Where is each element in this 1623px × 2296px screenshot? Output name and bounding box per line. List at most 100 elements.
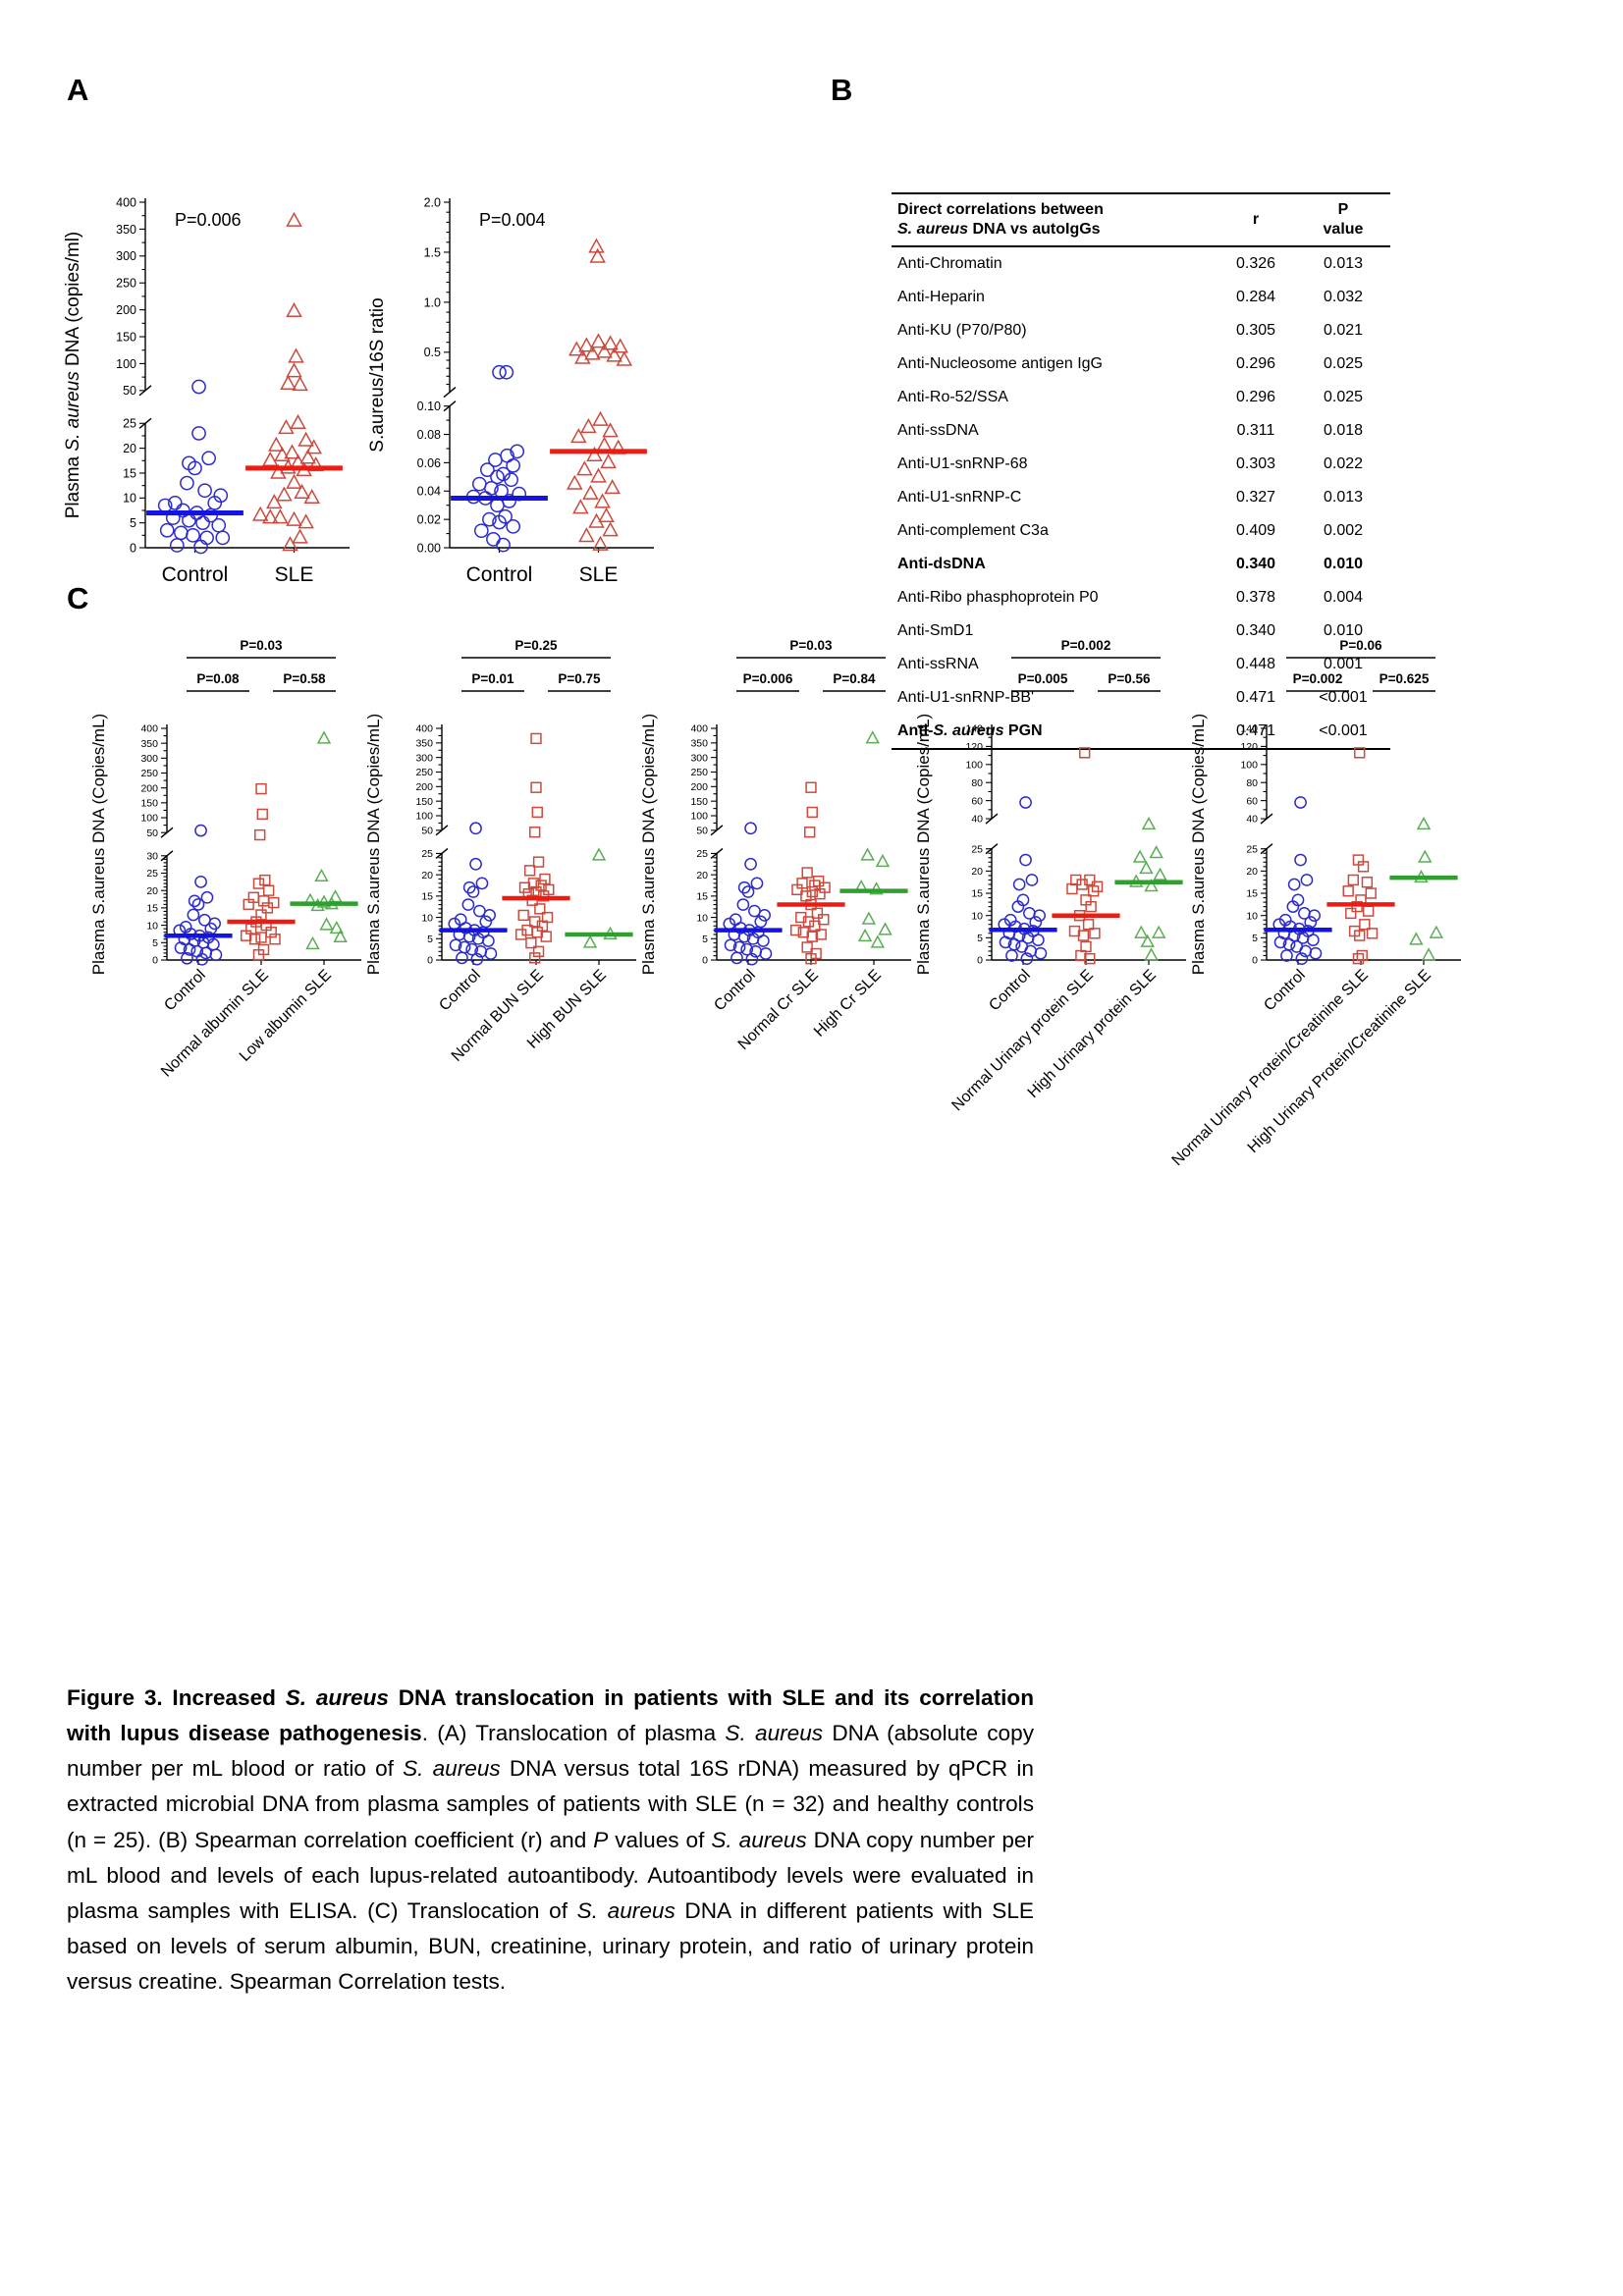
figure-caption: Figure 3. Increased S. aureus DNA transl… bbox=[67, 1681, 1034, 2000]
svg-text:60: 60 bbox=[971, 795, 983, 807]
autoantibody-label: Anti-ssDNA bbox=[897, 422, 979, 439]
table-row: Anti-S. aureus PGN 0.471 <0.001 bbox=[892, 715, 1390, 750]
svg-text:140: 140 bbox=[965, 723, 983, 735]
table-row: Anti-Ribo phasphoprotein P0 0.378 0.004 bbox=[892, 581, 1390, 614]
svg-text:25: 25 bbox=[123, 417, 136, 431]
scatter-plot-a1: 0 5 10 15 20 25 50 100 150 200 250 300 350 400 Plasma … bbox=[63, 195, 350, 586]
data-points-normal-urinary-protein-sle bbox=[1066, 747, 1104, 965]
data-points-normal-bun-sle bbox=[514, 732, 555, 964]
table-row: Anti-Nucleosome antigen IgG 0.296 0.025 bbox=[892, 347, 1390, 381]
r-value: 0.311 bbox=[1236, 422, 1275, 439]
svg-text:150: 150 bbox=[690, 796, 708, 808]
scatter-plot-a2: 0.00 0.02 0.04 0.06 0.08 0.10 0.5 1.0 1.5 2.0 S.au… bbox=[367, 195, 654, 586]
data-points-control bbox=[173, 824, 223, 966]
svg-text:350: 350 bbox=[690, 738, 708, 750]
x-group-label: SLE bbox=[579, 563, 619, 586]
x-group-label: Control bbox=[986, 967, 1033, 1014]
panel-b-label: B bbox=[831, 73, 853, 107]
svg-text:20: 20 bbox=[1246, 866, 1258, 878]
correlation-table: Direct correlations between S. aureus DNA… bbox=[892, 192, 1390, 750]
p-value: 0.001 bbox=[1323, 656, 1364, 672]
svg-text:50: 50 bbox=[146, 828, 158, 839]
caption-segment: S. aureus bbox=[403, 1756, 501, 1782]
svg-text:1.5: 1.5 bbox=[424, 245, 441, 259]
svg-text:5: 5 bbox=[702, 934, 708, 945]
svg-text:20: 20 bbox=[146, 885, 158, 897]
autoantibody-label: Anti-SmD1 bbox=[897, 622, 974, 639]
svg-text:0.08: 0.08 bbox=[417, 428, 441, 442]
svg-text:0.04: 0.04 bbox=[417, 485, 441, 499]
x-group-label: Control bbox=[436, 967, 483, 1014]
svg-text:30: 30 bbox=[146, 850, 158, 862]
autoantibody-label: Anti-U1-snRNP-68 bbox=[897, 455, 1028, 472]
autoantibody-label: Anti-S. aureus PGN bbox=[897, 722, 1043, 739]
svg-text:350: 350 bbox=[415, 738, 433, 750]
y-axis-label: Plasma S.aureus DNA (Copies/mL) bbox=[89, 714, 108, 975]
p-value-label: P=0.006 bbox=[175, 210, 242, 230]
svg-text:300: 300 bbox=[140, 753, 158, 765]
svg-text:150: 150 bbox=[415, 796, 433, 808]
p-value-left: P=0.006 bbox=[743, 671, 793, 686]
svg-text:200: 200 bbox=[140, 782, 158, 794]
svg-text:25: 25 bbox=[696, 848, 708, 860]
svg-text:400: 400 bbox=[116, 195, 136, 209]
svg-text:80: 80 bbox=[1246, 777, 1258, 789]
r-value: 0.409 bbox=[1235, 522, 1276, 539]
p-value: 0.025 bbox=[1323, 389, 1364, 405]
y-axis bbox=[435, 724, 636, 961]
svg-text:400: 400 bbox=[415, 723, 433, 735]
svg-text:50: 50 bbox=[696, 826, 708, 837]
autoantibody-label: Anti-Nucleosome antigen IgG bbox=[897, 355, 1103, 372]
svg-text:10: 10 bbox=[123, 492, 136, 506]
p-value-left: P=0.002 bbox=[1293, 671, 1343, 686]
data-points-control bbox=[723, 822, 773, 966]
p-value: <0.001 bbox=[1319, 689, 1368, 706]
r-value: 0.378 bbox=[1235, 589, 1276, 606]
svg-text:60: 60 bbox=[1246, 795, 1258, 807]
svg-text:140: 140 bbox=[1240, 723, 1258, 735]
data-points-sle bbox=[566, 238, 633, 551]
p-value-top: P=0.06 bbox=[1339, 638, 1382, 653]
data-points-high-urinary-protein-creatinine-sle bbox=[1409, 816, 1444, 961]
y-axis bbox=[710, 724, 911, 961]
y-axis-label: S.aureus/16S ratio bbox=[367, 297, 388, 452]
p-value-right: P=0.56 bbox=[1108, 671, 1151, 686]
scatter-plot-c1: 0 5 10 15 20 25 30 50 100 150 200 250 300 350 400 Plasm… bbox=[89, 638, 361, 1081]
y-axis-label: Plasma S.aureus DNA (Copies/mL) bbox=[914, 714, 933, 975]
table-header: Direct correlations between S. aureus DNA… bbox=[892, 192, 1390, 247]
p-value: <0.001 bbox=[1319, 722, 1368, 739]
svg-text:100: 100 bbox=[140, 813, 158, 825]
svg-text:5: 5 bbox=[1252, 933, 1258, 944]
svg-text:100: 100 bbox=[1240, 759, 1258, 771]
data-points-control bbox=[1272, 796, 1323, 966]
y-axis-label: Plasma S.aureus DNA (Copies/mL) bbox=[364, 714, 383, 975]
svg-text:150: 150 bbox=[116, 330, 136, 344]
r-value: 0.296 bbox=[1235, 355, 1276, 372]
data-points-control bbox=[465, 364, 527, 553]
y-axis bbox=[443, 198, 654, 549]
svg-text:300: 300 bbox=[116, 249, 136, 263]
data-points-sle bbox=[251, 211, 324, 552]
svg-text:0: 0 bbox=[427, 955, 433, 967]
p-value: 0.022 bbox=[1323, 455, 1364, 472]
scatter-plot-c3: 0 5 10 15 20 25 50 100 150 200 250 300 350 400 Plasma … bbox=[639, 638, 911, 1053]
autoantibody-label: Anti-Chromatin bbox=[897, 255, 1002, 272]
svg-text:5: 5 bbox=[130, 516, 136, 530]
p-value-label: P=0.004 bbox=[479, 210, 546, 230]
svg-text:15: 15 bbox=[1246, 888, 1258, 900]
p-value-right: P=0.75 bbox=[558, 671, 601, 686]
table-row: Anti-SmD1 0.340 0.010 bbox=[892, 614, 1390, 648]
p-value-right: P=0.625 bbox=[1380, 671, 1430, 686]
y-axis bbox=[1260, 724, 1461, 961]
svg-text:200: 200 bbox=[415, 781, 433, 793]
svg-text:15: 15 bbox=[696, 891, 708, 903]
p-value-top: P=0.03 bbox=[789, 638, 833, 653]
svg-text:10: 10 bbox=[696, 912, 708, 924]
caption-segment: DNA copy number per mL blood and levels … bbox=[67, 1827, 1034, 1923]
svg-text:100: 100 bbox=[116, 357, 136, 371]
data-points-control bbox=[157, 379, 231, 555]
svg-text:250: 250 bbox=[690, 767, 708, 778]
autoantibody-label: Anti-complement C3a bbox=[897, 522, 1049, 539]
svg-text:10: 10 bbox=[1246, 910, 1258, 922]
table-row: Anti-Ro-52/SSA 0.296 0.025 bbox=[892, 381, 1390, 414]
